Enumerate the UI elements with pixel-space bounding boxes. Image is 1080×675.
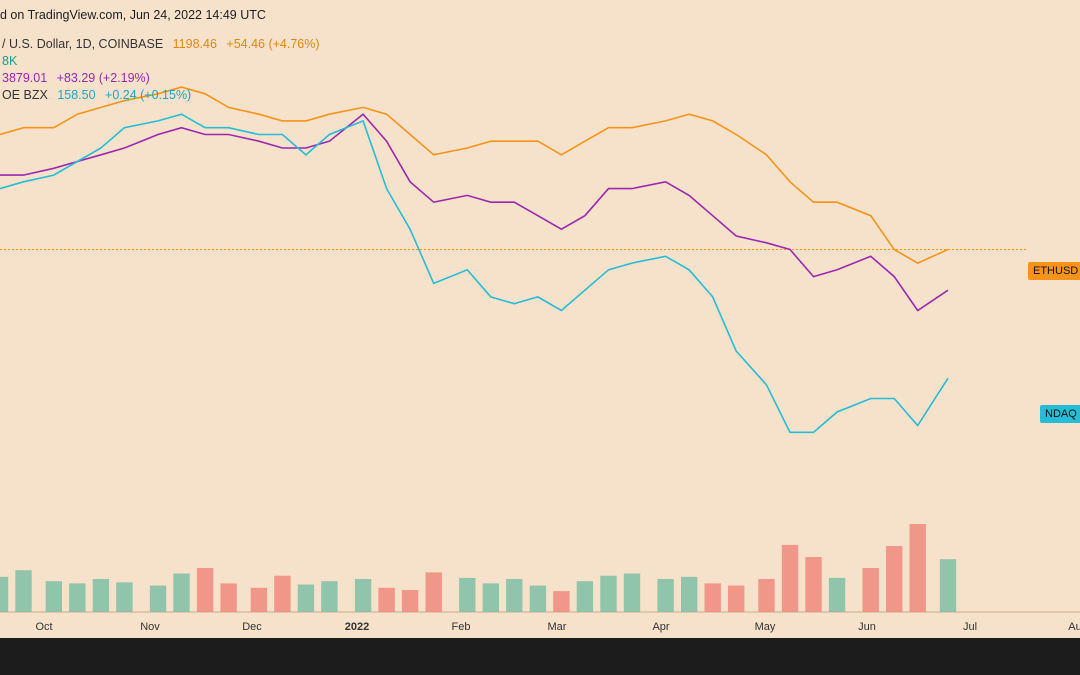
- x-tick-label: Feb: [452, 621, 471, 633]
- eth-legend-price: 1198.46: [172, 37, 217, 51]
- volume-bar: [45, 581, 62, 612]
- volume-bar: [69, 583, 86, 612]
- volume-bar: [459, 577, 476, 612]
- series-lines: [0, 86, 949, 434]
- volume-bar: [862, 568, 879, 612]
- volume-bar: [909, 524, 926, 612]
- volume-bar: [401, 590, 419, 612]
- volume-bar: [600, 575, 617, 612]
- purple-line: [0, 113, 949, 312]
- volume-bar: [297, 584, 315, 612]
- volume-bar: [250, 587, 268, 612]
- volume-bar: [939, 559, 957, 612]
- volume-bar: [529, 585, 547, 612]
- ndaq-legend-label: OE BZX: [2, 88, 48, 102]
- volume-bar: [116, 582, 133, 612]
- eth-legend-change: +54.46 (+4.76%): [226, 37, 320, 51]
- x-tick-label: Apr: [652, 621, 669, 633]
- ndaq-line: [0, 113, 949, 434]
- x-tick-label: Jul: [963, 621, 977, 633]
- eth-legend: / U.S. Dollar, 1D, COINBASE 1198.46 +54.…: [2, 37, 326, 51]
- volume-bar: [482, 583, 499, 612]
- volume-bar: [425, 572, 442, 612]
- x-tick-label: Nov: [140, 621, 160, 633]
- volume-bar: [623, 573, 641, 612]
- ndaq-legend-price: 158.50: [57, 88, 96, 102]
- volume-bar: [704, 583, 721, 612]
- price-chart[interactable]: Oct Nov Dec 2022 Feb Mar Apr May Jun Jul Au: [0, 0, 1080, 638]
- ethusd-price-tag[interactable]: ETHUSD: [1028, 262, 1080, 280]
- volume-bar: [828, 577, 846, 612]
- volume-bar: [758, 579, 775, 612]
- source-line: d on TradingView.com, Jun 24, 2022 14:49…: [0, 8, 266, 22]
- x-axis-ticks: Oct Nov Dec 2022 Feb Mar Apr May Jun Jul Au: [35, 621, 1080, 633]
- volume-bar: [354, 579, 372, 612]
- volume-bar: [15, 570, 32, 612]
- volume-bars: [0, 524, 957, 612]
- volume-bar: [378, 587, 395, 612]
- x-tick-label: May: [755, 621, 776, 633]
- volume-bar: [657, 579, 674, 612]
- volume-bar: [728, 585, 745, 612]
- volume-legend: 8K: [2, 54, 23, 68]
- eth-legend-label: / U.S. Dollar, 1D, COINBASE: [2, 37, 164, 51]
- volume-bar: [886, 546, 903, 612]
- x-tick-label: 2022: [345, 621, 369, 633]
- volume-bar: [321, 581, 338, 612]
- volume-bar: [0, 576, 9, 612]
- purple-legend-change: +83.29 (+2.19%): [56, 71, 150, 85]
- volume-bar: [681, 576, 698, 612]
- purple-legend: 3879.01 +83.29 (+2.19%): [2, 71, 156, 85]
- bottom-band: [0, 638, 1080, 675]
- x-tick-label: Dec: [242, 621, 262, 633]
- ndaq-legend-change: +0.24 (+0.15%): [105, 88, 192, 102]
- x-tick-label: Oct: [35, 621, 52, 633]
- volume-bar: [506, 579, 523, 612]
- volume-bar: [173, 573, 190, 612]
- volume-bar: [196, 568, 214, 612]
- ethusd-line: [0, 86, 949, 264]
- x-tick-label: Jun: [858, 621, 876, 633]
- ndaq-price-tag[interactable]: NDAQ: [1040, 405, 1080, 423]
- volume-bar: [805, 557, 822, 612]
- chart-panel: Oct Nov Dec 2022 Feb Mar Apr May Jun Jul Au d on T…: [0, 0, 1080, 638]
- volume-bar: [576, 581, 594, 612]
- volume-bar: [553, 591, 570, 612]
- x-tick-label: Mar: [548, 621, 567, 633]
- volume-bar: [92, 579, 110, 612]
- purple-legend-price: 3879.01: [2, 71, 48, 85]
- volume-bar: [274, 575, 291, 612]
- volume-bar: [220, 583, 237, 612]
- x-tick-label: Au: [1068, 621, 1080, 633]
- volume-bar: [781, 544, 799, 612]
- volume-bar: [149, 585, 167, 612]
- ndaq-legend: OE BZX 158.50 +0.24 (+0.15%): [2, 88, 197, 102]
- volume-legend-label: 8K: [2, 54, 18, 68]
